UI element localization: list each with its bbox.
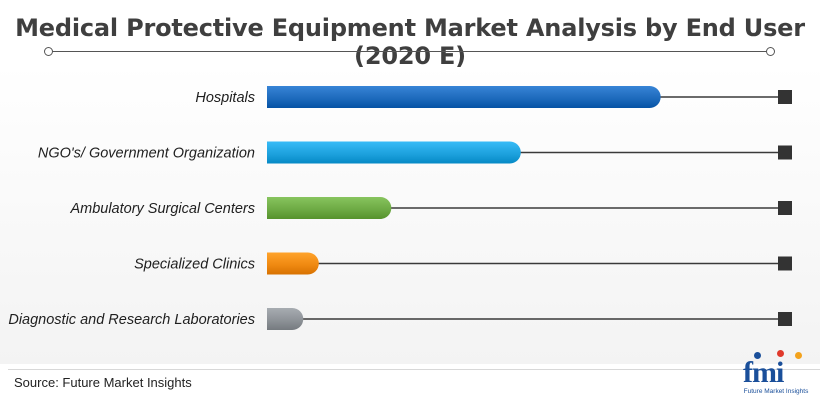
- category-label: Diagnostic and Research Laboratories: [8, 312, 255, 328]
- category-label: Ambulatory Surgical Centers: [69, 201, 255, 217]
- title-underline-line: [49, 51, 770, 52]
- fmi-logo: fmi Future Market Insights: [740, 350, 812, 398]
- chart-background: [0, 64, 820, 364]
- track-end-marker: [778, 145, 792, 160]
- bar: [267, 86, 661, 108]
- category-label: Hospitals: [195, 90, 255, 106]
- title-underline-left-dot: [44, 47, 53, 56]
- track-end-marker: [778, 201, 792, 215]
- category-label: Specialized Clinics: [134, 257, 255, 273]
- bar-row: Diagnostic and Research Laboratories: [8, 308, 792, 330]
- track-end-marker: [778, 256, 792, 271]
- source-note: Source: Future Market Insights: [14, 375, 192, 390]
- title-underline: [44, 47, 775, 57]
- bar-row: Specialized Clinics: [134, 252, 792, 275]
- bar-row: NGO's/ Government Organization: [38, 141, 792, 164]
- title-underline-right-dot: [766, 47, 775, 56]
- chart-title: Medical Protective Equipment Market Anal…: [15, 14, 805, 70]
- logo-dot-orange: [795, 352, 802, 359]
- track-end-marker: [778, 312, 792, 326]
- logo-tagline: Future Market Insights: [743, 388, 809, 395]
- footer-divider: [8, 369, 820, 370]
- track-end-marker: [778, 90, 792, 104]
- bar-row: Ambulatory Surgical Centers: [69, 197, 792, 219]
- logo-mark: fmi: [743, 356, 784, 389]
- bar: [267, 197, 392, 219]
- logo-dot-red: [777, 350, 784, 357]
- bar-row: Hospitals: [195, 86, 792, 108]
- bar: [267, 308, 304, 330]
- logo-dot-blue: [754, 352, 761, 359]
- category-label: NGO's/ Government Organization: [38, 146, 255, 162]
- bar: [267, 252, 319, 275]
- bar: [267, 141, 521, 164]
